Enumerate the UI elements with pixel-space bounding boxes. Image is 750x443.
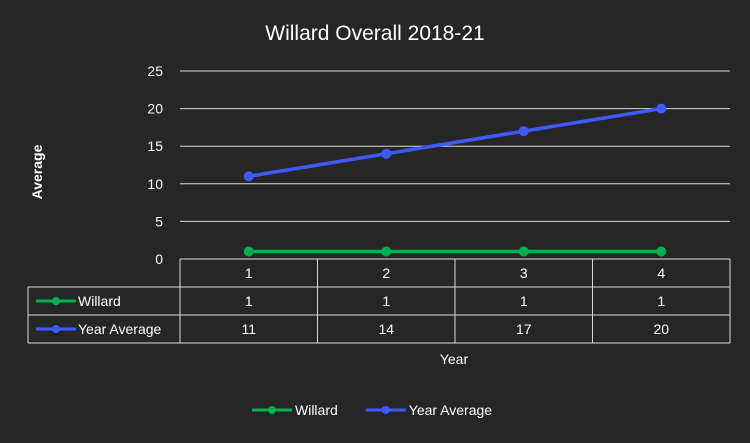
legend: Willard Year Average	[252, 402, 492, 418]
y-tick-label: 25	[147, 63, 163, 79]
legend-marker	[381, 406, 390, 414]
y-tick-label: 20	[147, 101, 163, 117]
legend-label: Willard	[295, 402, 338, 418]
table-legend-marker	[52, 297, 60, 305]
data-point	[243, 171, 254, 182]
x-tick-label: 1	[245, 265, 253, 281]
data-label: 20	[653, 321, 669, 337]
y-tick-label: 15	[147, 138, 163, 154]
y-axis-label: Average	[29, 144, 45, 199]
data-point	[518, 126, 529, 137]
data-label: 1	[245, 293, 253, 309]
data-label: 11	[241, 321, 256, 337]
table-series-name: Willard	[78, 293, 121, 309]
legend-marker	[268, 406, 276, 414]
x-axis-label: Year	[440, 351, 469, 367]
x-tick-label: 3	[520, 265, 528, 281]
data-label: 14	[378, 321, 394, 337]
series-lines	[243, 103, 667, 257]
data-point	[656, 246, 667, 257]
table-legend-marker	[52, 325, 60, 333]
chart-title: Willard Overall 2018-21	[265, 22, 484, 45]
x-tick-label: 4	[657, 265, 665, 281]
legend-label: Year Average	[409, 402, 493, 418]
data-label: 1	[382, 293, 390, 309]
y-axis-ticks: 0 5 10 15 20 25	[147, 63, 163, 267]
data-label: 17	[516, 321, 532, 337]
y-tick-label: 10	[147, 176, 163, 192]
data-point	[243, 246, 254, 257]
data-point	[381, 246, 392, 257]
gridlines	[180, 70, 730, 222]
data-point	[381, 148, 392, 159]
data-label: 1	[520, 293, 528, 309]
table-series-name: Year Average	[78, 321, 162, 337]
series-line	[248, 106, 662, 179]
data-point	[518, 246, 529, 257]
y-tick-label: 5	[155, 213, 163, 229]
y-tick-label: 0	[155, 251, 163, 267]
data-label: 1	[657, 293, 665, 309]
x-tick-label: 2	[382, 265, 390, 281]
data-point	[656, 103, 667, 114]
